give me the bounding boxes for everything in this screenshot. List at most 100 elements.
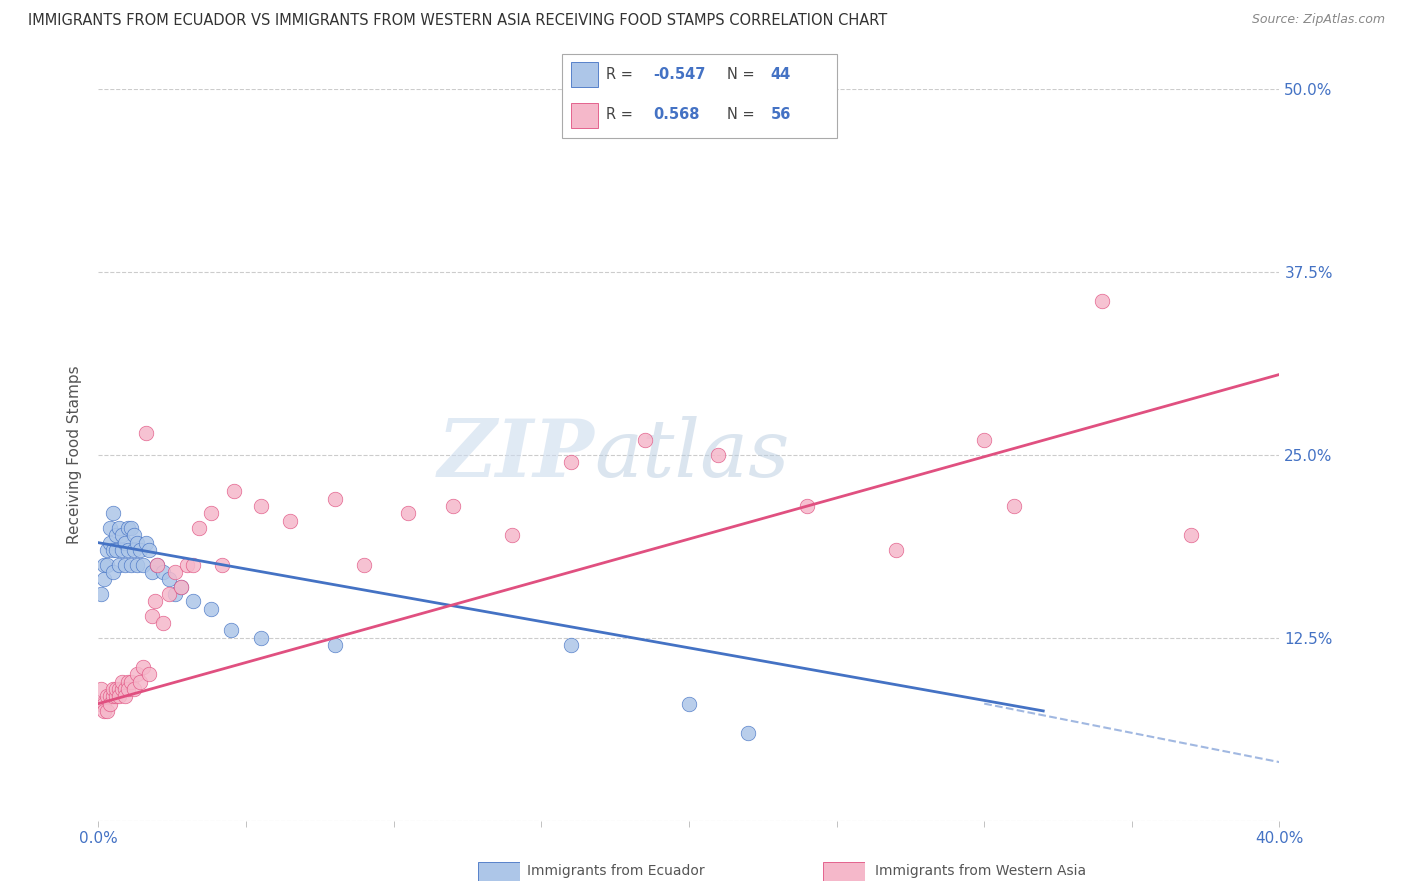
Point (120, 674, 142, 689)
Point (323, 491, 346, 506)
Bar (571, 62, 598, 87)
Point (98, 697, 121, 711)
Point (187, 521, 209, 535)
Point (117, 521, 139, 535)
Point (152, 565, 174, 579)
Point (633, 434, 655, 448)
Point (165, 565, 187, 579)
Point (250, 631, 273, 645)
Point (176, 558, 198, 572)
Point (117, 681, 139, 696)
Point (90, 697, 112, 711)
Point (93, 697, 115, 711)
Point (96, 704, 118, 718)
Point (96, 558, 118, 572)
Point (105, 528, 128, 542)
Point (93, 572, 115, 586)
Point (170, 580, 193, 594)
Point (103, 507, 125, 521)
Point (135, 535, 157, 549)
Point (170, 580, 193, 594)
Point (146, 558, 169, 572)
Point (157, 587, 180, 601)
Point (117, 543, 139, 558)
Point (353, 558, 375, 572)
Point (1091, 294, 1114, 309)
Text: R =: R = (606, 67, 633, 82)
Point (120, 558, 142, 572)
Point (108, 558, 131, 572)
Point (884, 543, 907, 558)
Point (143, 594, 166, 608)
Point (128, 543, 150, 558)
Point (152, 616, 174, 631)
Text: R =: R = (606, 107, 633, 122)
Text: N =: N = (727, 107, 755, 122)
Point (132, 660, 155, 674)
Point (117, 674, 139, 689)
Point (1002, 499, 1025, 513)
Point (441, 499, 464, 513)
Point (560, 455, 582, 469)
Point (737, 726, 759, 740)
Text: Source: ZipAtlas.com: Source: ZipAtlas.com (1251, 13, 1385, 27)
Point (98, 690, 121, 704)
Point (114, 558, 136, 572)
Point (108, 690, 131, 704)
Point (138, 543, 160, 558)
Point (707, 448, 730, 462)
Point (973, 434, 995, 448)
Y-axis label: Receiving Food Stamps: Receiving Food Stamps (67, 366, 83, 544)
Point (103, 565, 125, 579)
Point (219, 624, 242, 638)
Point (678, 697, 700, 711)
Text: Immigrants from Western Asia: Immigrants from Western Asia (875, 864, 1085, 879)
Bar (571, 103, 598, 128)
Text: N =: N = (727, 67, 755, 82)
Point (93, 558, 115, 572)
Point (114, 681, 136, 696)
Point (93, 704, 115, 718)
Point (122, 543, 145, 558)
Point (111, 543, 134, 558)
Point (125, 667, 148, 681)
Point (105, 681, 128, 696)
Point (103, 543, 125, 558)
Point (200, 507, 222, 521)
Point (138, 667, 160, 681)
Point (111, 674, 134, 689)
Point (323, 638, 346, 652)
Point (132, 558, 155, 572)
Text: 56: 56 (770, 107, 792, 122)
Point (120, 521, 142, 535)
Point (125, 535, 148, 549)
Point (250, 499, 273, 513)
Point (128, 674, 150, 689)
Point (108, 521, 131, 535)
Point (141, 565, 163, 579)
Text: IMMIGRANTS FROM ECUADOR VS IMMIGRANTS FROM WESTERN ASIA RECEIVING FOOD STAMPS CO: IMMIGRANTS FROM ECUADOR VS IMMIGRANTS FR… (28, 13, 887, 29)
Point (111, 528, 134, 542)
Point (125, 558, 148, 572)
Point (157, 572, 180, 586)
Point (135, 425, 157, 440)
Point (165, 587, 187, 601)
Point (796, 499, 818, 513)
Point (181, 594, 204, 608)
Point (105, 543, 128, 558)
Point (181, 558, 204, 572)
Text: Immigrants from Ecuador: Immigrants from Ecuador (527, 864, 704, 879)
Point (98, 535, 121, 549)
Text: ZIP: ZIP (437, 417, 595, 493)
Text: -0.547: -0.547 (652, 67, 706, 82)
Point (103, 690, 125, 704)
Point (396, 507, 419, 521)
Point (108, 681, 131, 696)
Point (114, 535, 136, 549)
Point (96, 690, 118, 704)
Point (560, 638, 582, 652)
Point (98, 521, 121, 535)
Point (111, 681, 134, 696)
Point (146, 558, 169, 572)
Point (211, 558, 233, 572)
